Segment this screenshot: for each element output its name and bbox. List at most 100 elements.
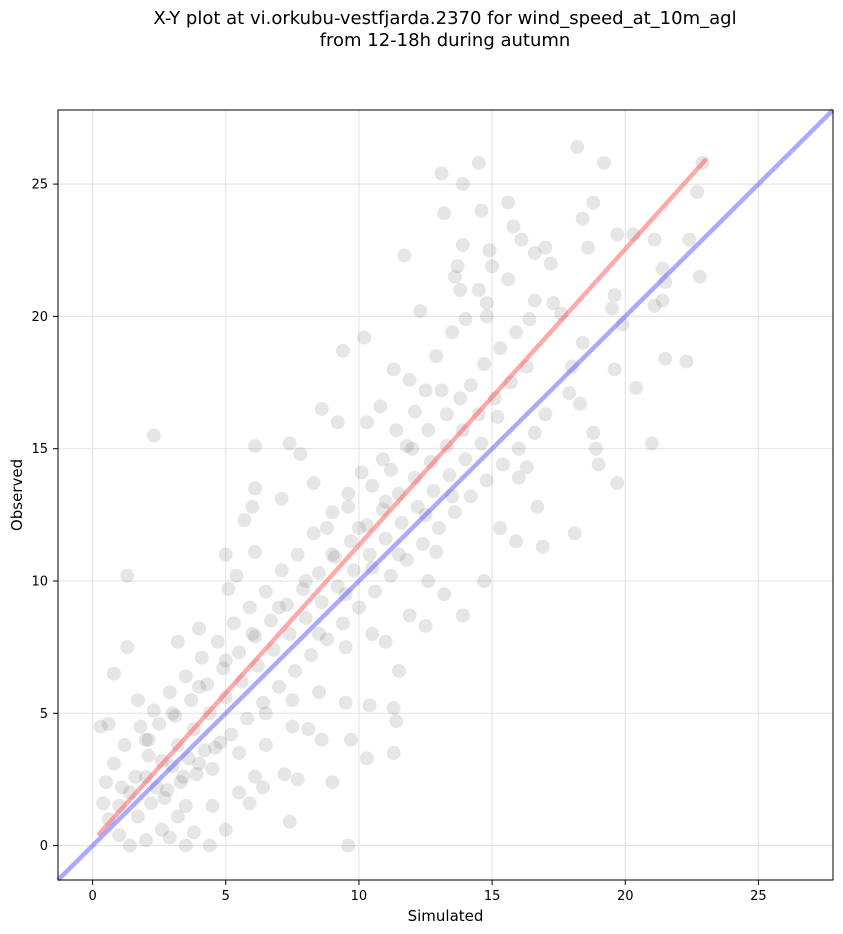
data-point bbox=[221, 581, 236, 596]
data-point bbox=[453, 391, 468, 406]
data-point bbox=[535, 539, 550, 554]
data-point bbox=[429, 544, 444, 559]
data-point bbox=[519, 460, 534, 475]
data-point bbox=[224, 727, 239, 742]
y-axis-label: Observed bbox=[8, 459, 26, 531]
data-point bbox=[378, 634, 393, 649]
data-point bbox=[120, 568, 135, 583]
data-point bbox=[272, 600, 287, 615]
chart-title: X-Y plot at vi.orkubu-vestfjarda.2370 fo… bbox=[0, 8, 843, 52]
data-point bbox=[146, 428, 161, 443]
data-point bbox=[327, 550, 342, 565]
y-tick-label: 5 bbox=[40, 707, 48, 722]
data-point bbox=[413, 304, 428, 319]
data-point bbox=[170, 634, 185, 649]
data-point bbox=[192, 679, 207, 694]
data-point bbox=[101, 716, 116, 731]
data-point bbox=[133, 719, 148, 734]
data-point bbox=[330, 415, 345, 430]
data-point bbox=[165, 706, 180, 721]
data-point bbox=[407, 404, 422, 419]
data-point bbox=[426, 484, 441, 499]
data-point bbox=[285, 693, 300, 708]
data-point bbox=[200, 677, 215, 692]
data-point bbox=[210, 634, 225, 649]
data-point bbox=[493, 521, 508, 536]
data-point bbox=[176, 769, 191, 784]
x-axis-label: Simulated bbox=[408, 907, 484, 925]
data-point bbox=[106, 756, 121, 771]
data-point bbox=[463, 489, 478, 504]
data-point bbox=[570, 140, 585, 155]
data-point bbox=[410, 499, 425, 514]
data-point bbox=[493, 341, 508, 356]
data-point bbox=[450, 259, 465, 274]
data-point bbox=[264, 613, 279, 628]
data-point bbox=[96, 796, 111, 811]
data-point bbox=[282, 814, 297, 829]
data-point bbox=[455, 237, 470, 252]
data-point bbox=[365, 626, 380, 641]
data-point bbox=[373, 399, 388, 414]
data-point bbox=[256, 695, 271, 710]
data-point bbox=[256, 780, 271, 795]
data-point bbox=[232, 745, 247, 760]
data-point bbox=[418, 618, 433, 633]
data-point bbox=[120, 640, 135, 655]
identity-line bbox=[56, 108, 835, 882]
data-point bbox=[527, 245, 542, 260]
data-point bbox=[144, 796, 159, 811]
data-point bbox=[301, 722, 316, 737]
data-point bbox=[232, 785, 247, 800]
data-point bbox=[138, 833, 153, 848]
data-point bbox=[141, 748, 156, 763]
data-point bbox=[362, 698, 377, 713]
data-point bbox=[402, 372, 417, 387]
data-point bbox=[437, 587, 452, 602]
data-point bbox=[362, 547, 377, 562]
data-point bbox=[655, 261, 670, 276]
data-point bbox=[338, 640, 353, 655]
data-point bbox=[290, 772, 305, 787]
data-point bbox=[325, 547, 340, 562]
data-point bbox=[375, 452, 390, 467]
data-point bbox=[511, 441, 526, 456]
data-point bbox=[237, 513, 252, 528]
data-point bbox=[482, 243, 497, 258]
chart-title-line2: from 12-18h during autumn bbox=[319, 30, 571, 51]
data-point bbox=[319, 521, 334, 536]
data-point bbox=[386, 362, 401, 377]
data-point bbox=[141, 732, 156, 747]
data-point bbox=[522, 312, 537, 327]
data-point bbox=[311, 566, 326, 581]
y-tick-label: 25 bbox=[31, 178, 48, 193]
data-point bbox=[282, 436, 297, 451]
data-point bbox=[434, 383, 449, 398]
data-point bbox=[477, 573, 492, 588]
data-point bbox=[178, 838, 193, 853]
data-point bbox=[240, 711, 255, 726]
data-point bbox=[447, 269, 462, 284]
data-point bbox=[277, 767, 292, 782]
data-point bbox=[378, 531, 393, 546]
data-point bbox=[162, 830, 177, 845]
data-point bbox=[343, 732, 358, 747]
data-point bbox=[455, 177, 470, 192]
data-point bbox=[479, 309, 494, 324]
data-point bbox=[248, 769, 263, 784]
data-point bbox=[341, 486, 356, 501]
data-point bbox=[138, 732, 153, 747]
data-point bbox=[272, 679, 287, 694]
data-point bbox=[146, 703, 161, 718]
data-point bbox=[106, 666, 121, 681]
x-tick-label: 10 bbox=[351, 889, 368, 904]
data-point bbox=[628, 380, 643, 395]
data-point bbox=[567, 526, 582, 541]
data-point bbox=[314, 595, 329, 610]
data-point bbox=[386, 745, 401, 760]
data-point bbox=[421, 573, 436, 588]
data-point bbox=[341, 499, 356, 514]
data-point bbox=[306, 476, 321, 491]
data-point bbox=[538, 407, 553, 422]
